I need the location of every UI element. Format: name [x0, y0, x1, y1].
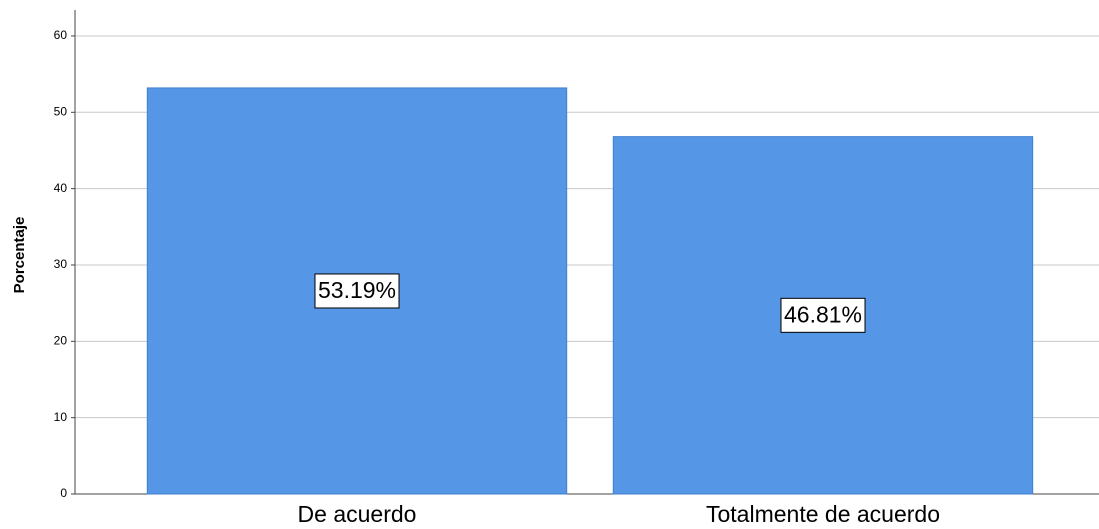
x-tick-label: De acuerdo	[298, 501, 417, 527]
value-label-box	[314, 273, 400, 309]
y-tick-label: 10	[54, 410, 68, 424]
value-label-box	[780, 297, 866, 333]
y-tick-label: 40	[54, 181, 68, 195]
value-label: 53.19%	[318, 277, 396, 303]
x-tick-label: Totalmente de acuerdo	[706, 501, 940, 527]
y-tick-label: 60	[54, 28, 68, 42]
y-tick-label: 0	[60, 486, 67, 500]
y-tick-label: 30	[54, 257, 68, 271]
value-label: 46.81%	[784, 301, 862, 327]
y-tick-label: 50	[54, 104, 68, 118]
y-axis-title: Porcentaje	[11, 217, 28, 294]
y-tick-label: 20	[54, 333, 68, 347]
